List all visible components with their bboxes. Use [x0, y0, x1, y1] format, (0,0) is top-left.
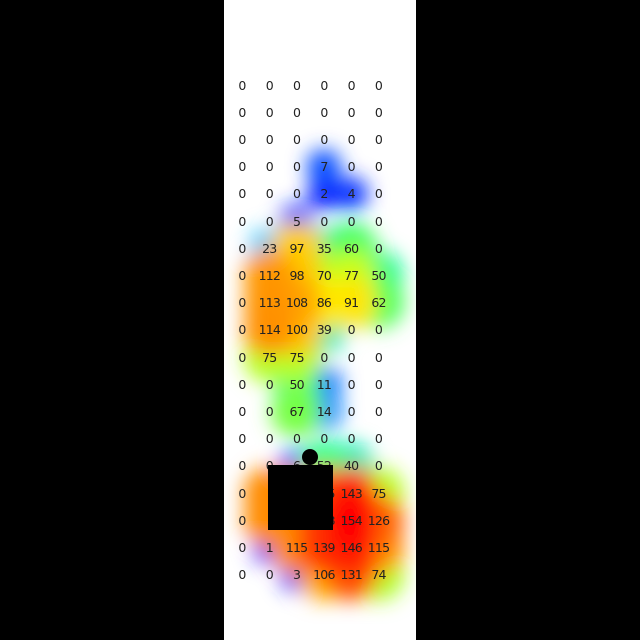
- heat-cell: [270, 385, 323, 438]
- heat-cell: [306, 149, 342, 184]
- heat-cell: [307, 177, 341, 211]
- heat-cell: [325, 276, 378, 329]
- heat-cell: [243, 303, 296, 356]
- marker-dot: [302, 449, 318, 465]
- heat-cell: [334, 177, 368, 211]
- heat-cell: [325, 494, 378, 547]
- redaction-box: [268, 465, 333, 530]
